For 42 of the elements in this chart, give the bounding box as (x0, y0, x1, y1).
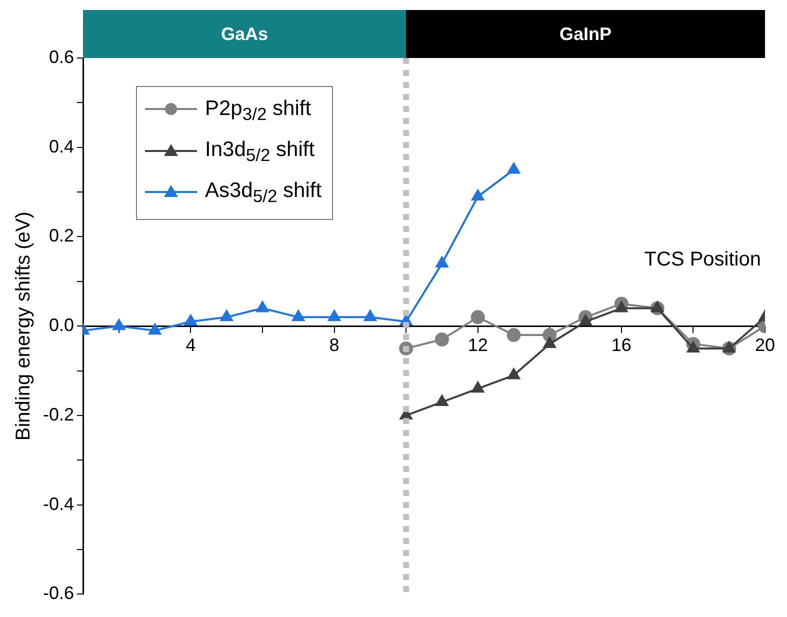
point (470, 310, 485, 324)
point (364, 310, 376, 322)
x-tick-label: 4 (186, 334, 196, 355)
point (434, 332, 449, 347)
header-strip: GaAs (83, 10, 406, 58)
point (651, 301, 664, 312)
point (220, 310, 233, 322)
point (148, 324, 161, 335)
x-tick-label: 20 (754, 334, 776, 355)
point (687, 341, 700, 352)
point (472, 190, 484, 201)
point (615, 301, 628, 312)
y-tick-label: -0.4 (42, 494, 74, 514)
x-tick-label: 12 (468, 334, 488, 355)
point (508, 162, 520, 174)
legend-label: As3d$_{5/2}$ shift (205, 179, 322, 207)
point (508, 368, 520, 380)
y-tick-label: 0.2 (48, 226, 74, 246)
legend-label: P2p$_{3/2}$ shift (205, 97, 312, 124)
legend-label: In3d$_{5/2}$ shift (205, 138, 315, 166)
x-tick-label: 8 (329, 334, 340, 355)
point (436, 256, 448, 268)
point (184, 314, 197, 326)
point (472, 382, 484, 393)
point (543, 336, 556, 348)
y-tick-label: 0.4 (48, 136, 74, 156)
point (112, 319, 126, 330)
x-axis-title: TCS Position (644, 248, 761, 271)
y-tick-label: 0.6 (48, 46, 74, 67)
y-tick-label: 0.0 (48, 315, 74, 336)
point (506, 328, 521, 342)
point (436, 395, 448, 406)
x-tick-label: 16 (611, 334, 632, 355)
point (579, 314, 592, 326)
point (256, 301, 269, 312)
y-axis-title: Binding energy shifts (eV) (12, 212, 35, 441)
header-strip: GaInP (406, 10, 765, 58)
y-tick-label: -0.6 (42, 583, 74, 604)
point (328, 310, 340, 322)
point (722, 341, 736, 352)
y-tick-label: -0.2 (42, 404, 74, 424)
point (292, 310, 305, 322)
